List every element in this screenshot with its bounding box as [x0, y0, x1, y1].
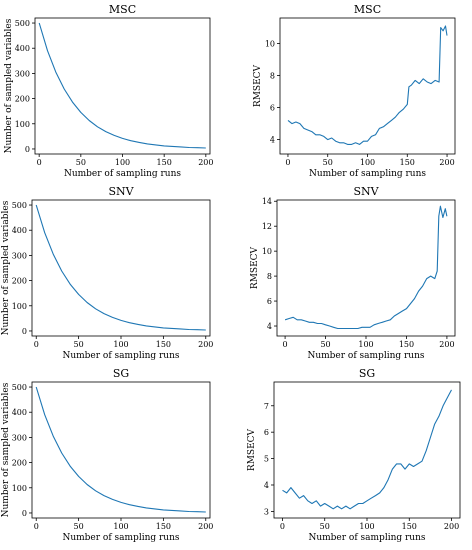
chart-1-frame: [34, 17, 211, 155]
chart-3-title: SNV: [108, 185, 134, 198]
chart-6-ytick-label: 5: [264, 455, 269, 464]
chart-2-frame: [279, 17, 456, 155]
chart-2-ytick-label: 4: [270, 136, 275, 145]
chart-1-ytick-label: 400: [15, 44, 30, 53]
chart-4-xtick-label: 200: [439, 340, 454, 349]
chart-5-ytick-label: 500: [12, 383, 27, 392]
chart-4-xlabel: Number of sampling runs: [307, 351, 424, 361]
chart-1-ytick-label: 0: [25, 145, 30, 154]
chart-2-ytick-label: 6: [270, 104, 275, 113]
chart-6-ylabel: RMSECV: [247, 428, 257, 471]
chart-5-frame: [31, 381, 211, 519]
chart-1-ytick-label: 300: [15, 69, 30, 78]
chart-6-xtick-label: 100: [359, 522, 374, 531]
chart-4-xtick-label: 0: [283, 340, 288, 349]
chart-1-xtick-label: 150: [157, 158, 172, 167]
chart-4-series-line: [284, 205, 448, 330]
chart-4-title: SNV: [353, 185, 379, 198]
chart-2-series-line: [287, 25, 448, 145]
chart-1-series-line: [38, 22, 206, 149]
chart-2-xtick-label: 200: [439, 158, 454, 167]
chart-5-xtick-label: 200: [198, 522, 213, 531]
chart-6-ytick-label: 4: [264, 481, 269, 490]
chart-5-ytick-label: 300: [12, 433, 27, 442]
chart-3-ytick-label: 100: [12, 302, 27, 311]
chart-6-xtick-label: 50: [320, 522, 330, 531]
chart-4-ytick-label: 12: [262, 222, 272, 231]
chart-2-title: MSC: [354, 3, 381, 16]
chart-2-xlabel: Number of sampling runs: [309, 169, 426, 179]
chart-5-ytick-label: 400: [12, 408, 27, 417]
chart-4-ylabel: RMSECV: [250, 246, 260, 289]
chart-4-ytick-label: 10: [262, 247, 272, 256]
chart-3-series-line: [35, 204, 206, 331]
chart-4-ytick-label: 8: [267, 272, 272, 281]
chart-4-ytick-label: 4: [267, 322, 272, 331]
chart-5-title: SG: [113, 367, 129, 380]
chart-4-xtick-label: 150: [399, 340, 414, 349]
chart-5-xtick-label: 100: [113, 522, 128, 531]
chart-3-frame: [31, 199, 211, 337]
chart-5-ylabel: Number of sampled variables: [1, 382, 11, 517]
chart-5-xtick-label: 0: [34, 522, 39, 531]
chart-3-ytick-label: 200: [12, 277, 27, 286]
chart-1-title: MSC: [109, 3, 136, 16]
chart-2-ylabel: RMSECV: [253, 64, 263, 107]
chart-3-ytick-label: 300: [12, 251, 27, 260]
chart-4-xtick-label: 50: [320, 340, 330, 349]
chart-5-ytick-label: 100: [12, 484, 27, 493]
chart-6-ytick-label: 7: [264, 402, 269, 411]
chart-1-ytick-label: 100: [15, 120, 30, 129]
chart-1-ytick-label: 200: [15, 95, 30, 104]
chart-1-xlabel: Number of sampling runs: [64, 169, 181, 179]
chart-3-xlabel: Number of sampling runs: [62, 351, 179, 361]
chart-3-xtick-label: 100: [113, 340, 128, 349]
chart-6-ytick-label: 6: [264, 428, 269, 437]
chart-2-xtick-label: 150: [400, 158, 415, 167]
chart-3-xtick-label: 200: [198, 340, 213, 349]
chart-1-xtick-label: 0: [37, 158, 42, 167]
chart-2-xtick-label: 0: [285, 158, 290, 167]
chart-2-ytick-label: 10: [265, 40, 275, 49]
chart-6-frame: [273, 381, 461, 519]
chart-4-ytick-label: 6: [267, 297, 272, 306]
chart-2-xtick-label: 50: [323, 158, 333, 167]
chart-4-xtick-label: 100: [358, 340, 373, 349]
chart-5-xtick-label: 150: [156, 522, 171, 531]
chart-6-xlabel: Number of sampling runs: [308, 533, 425, 543]
chart-6-xtick-label: 150: [402, 522, 417, 531]
chart-2-xtick-label: 100: [360, 158, 375, 167]
chart-3-xtick-label: 0: [34, 340, 39, 349]
chart-5-series-line: [35, 386, 206, 513]
chart-1-xtick-label: 200: [198, 158, 213, 167]
chart-1-ytick-label: 500: [15, 19, 30, 28]
chart-6-ytick-label: 3: [264, 507, 269, 516]
chart-3-ylabel: Number of sampled variables: [1, 200, 11, 335]
chart-1-xtick-label: 50: [76, 158, 86, 167]
chart-1-ylabel: Number of sampled variables: [4, 18, 14, 153]
chart-6-title: SG: [359, 367, 375, 380]
chart-6-series-line: [282, 389, 452, 510]
chart-4-ytick-label: 14: [262, 197, 272, 206]
chart-3-xtick-label: 50: [74, 340, 84, 349]
chart-3-ytick-label: 400: [12, 226, 27, 235]
chart-6-xtick-label: 200: [444, 522, 459, 531]
chart-4-frame: [276, 199, 456, 337]
chart-3-ytick-label: 0: [22, 327, 27, 336]
chart-5-xtick-label: 50: [74, 522, 84, 531]
chart-3-xtick-label: 150: [156, 340, 171, 349]
chart-5-ytick-label: 0: [22, 509, 27, 518]
chart-1-xtick-label: 100: [115, 158, 130, 167]
chart-3-ytick-label: 500: [12, 201, 27, 210]
chart-5-xlabel: Number of sampling runs: [62, 533, 179, 543]
chart-6-xtick-label: 0: [280, 522, 285, 531]
chart-5-ytick-label: 200: [12, 459, 27, 468]
chart-2-ytick-label: 8: [270, 72, 275, 81]
